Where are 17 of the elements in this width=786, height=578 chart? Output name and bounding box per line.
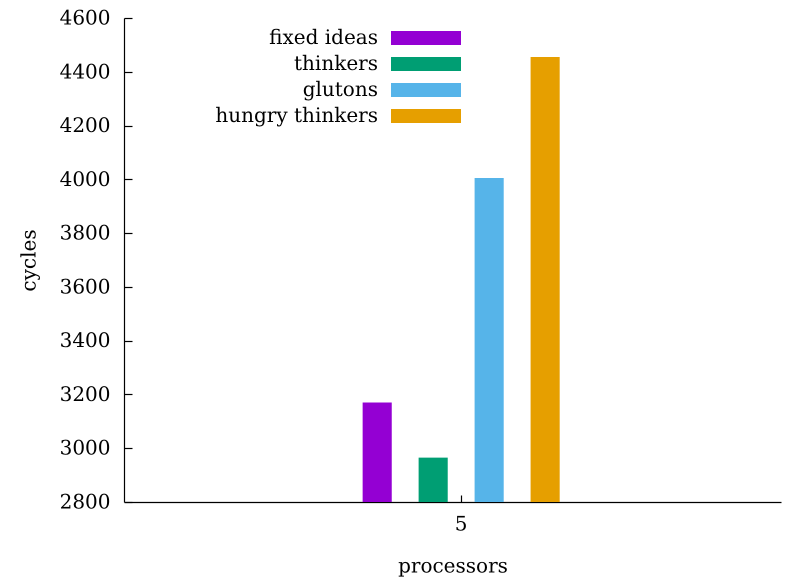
y-tick-label: 3200 bbox=[60, 382, 110, 406]
y-tick-label: 3000 bbox=[60, 436, 110, 460]
y-tick-label: 3400 bbox=[60, 328, 110, 352]
y-tick-label: 4400 bbox=[60, 59, 110, 84]
x-tick-label: 5 bbox=[454, 512, 468, 536]
y-tick-label: 4600 bbox=[60, 6, 110, 30]
legend-label: hungry thinkers bbox=[215, 103, 378, 127]
y-tick-label: 4200 bbox=[60, 113, 110, 138]
legend-label: thinkers bbox=[294, 51, 378, 75]
x-axis-title: processors bbox=[398, 554, 508, 578]
legend-label: glutons bbox=[302, 77, 378, 101]
legend-label: fixed ideas bbox=[269, 25, 378, 49]
y-tick-label: 2800 bbox=[60, 490, 110, 514]
y-axis-title: cycles bbox=[16, 229, 41, 292]
y-tick-label: 4000 bbox=[60, 166, 110, 191]
y-tick-label: 3800 bbox=[60, 220, 110, 245]
y-tick-label: 3600 bbox=[60, 274, 110, 298]
